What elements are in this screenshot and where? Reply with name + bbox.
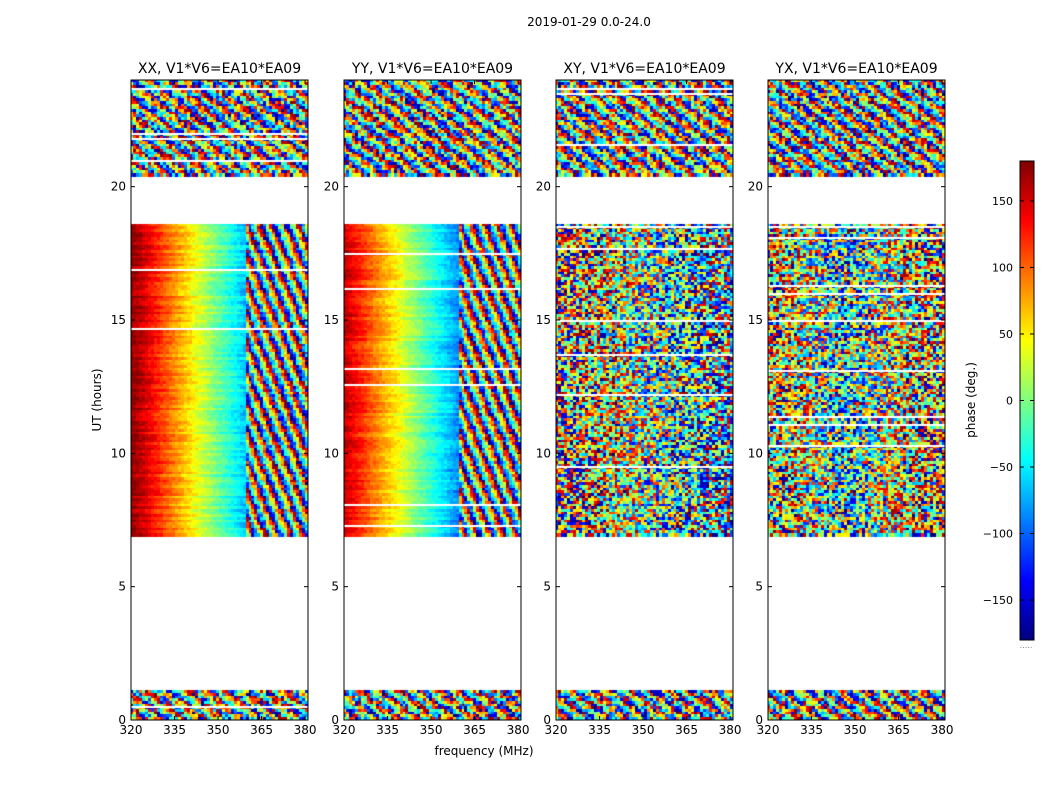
x-tick-label: 320 <box>757 723 780 737</box>
x-tick-label: 365 <box>463 723 486 737</box>
panel-yx-heatmap <box>768 80 945 720</box>
x-tick-label: 335 <box>376 723 399 737</box>
panel-yx-frame <box>767 79 946 721</box>
colorbar-ticks: −150 −100 −50 0 50 100 150 <box>983 195 1034 607</box>
x-tick-label: 320 <box>333 723 356 737</box>
x-tick-label: 365 <box>887 723 910 737</box>
colorbar-tick-label: 50 <box>999 328 1013 341</box>
x-tick-label: 335 <box>588 723 611 737</box>
panel-yx: YX, V1*V6=EA10*EA09 320 335 350 365 380 0 5 10 15… <box>748 61 954 737</box>
colorbar-tick-label: 100 <box>992 261 1013 274</box>
colorbar-tick-label: 150 <box>992 195 1013 208</box>
y-tick-label: 20 <box>324 180 339 194</box>
y-tick-label: 5 <box>755 580 763 594</box>
panel-xx-heatmap <box>131 80 308 720</box>
panel-xx-title: XX, V1*V6=EA10*EA09 <box>138 61 301 77</box>
y-tick-label: 0 <box>543 713 551 727</box>
panel-yy-frame <box>343 79 522 721</box>
colorbar-label: phase (deg.) <box>964 362 978 438</box>
panel-xy-frame <box>555 79 734 721</box>
x-tick-label: 380 <box>507 723 530 737</box>
panel-xy-title: XY, V1*V6=EA10*EA09 <box>563 61 725 77</box>
y-tick-label: 15 <box>748 313 763 327</box>
x-tick-label: 350 <box>632 723 655 737</box>
x-tick-label: 335 <box>163 723 186 737</box>
x-tick-label: 380 <box>294 723 317 737</box>
panel-yy: YY, V1*V6=EA10*EA09 320 335 350 365 380 0 5 10 15… <box>324 61 530 737</box>
y-tick-label: 20 <box>536 180 551 194</box>
y-tick-label: 15 <box>536 313 551 327</box>
x-tick-label: 350 <box>420 723 443 737</box>
colorbar-tick-label: −150 <box>983 594 1013 607</box>
y-tick-label: 15 <box>111 313 126 327</box>
x-axis-label: frequency (MHz) <box>434 744 533 758</box>
y-tick-label: 5 <box>118 580 126 594</box>
x-tick-label: 335 <box>800 723 823 737</box>
x-tick-label: 320 <box>545 723 568 737</box>
y-tick-label: 5 <box>543 580 551 594</box>
y-tick-label: 10 <box>748 446 763 460</box>
y-tick-label: 20 <box>748 180 763 194</box>
y-tick-label: 15 <box>324 313 339 327</box>
colorbar-tick-label: 0 <box>1006 395 1013 408</box>
panel-xx: XX, V1*V6=EA10*EA09 320 335 350 365 380 0 5 10 15… <box>111 61 317 737</box>
panel-xx-frame <box>130 79 309 721</box>
colorbar: −150 −100 −50 0 50 100 150 phase (deg.) ..... <box>964 160 1035 650</box>
colorbar-tick-label: −50 <box>990 461 1013 474</box>
x-tick-label: 320 <box>120 723 143 737</box>
x-tick-label: 380 <box>931 723 954 737</box>
colorbar-footnote: ..... <box>1020 641 1033 650</box>
y-tick-label: 0 <box>755 713 763 727</box>
panel-xy: XY, V1*V6=EA10*EA09 320 335 350 365 380 0 5 10 15… <box>536 61 742 737</box>
y-tick-label: 5 <box>331 580 339 594</box>
y-tick-label: 0 <box>118 713 126 727</box>
y-tick-label: 20 <box>111 180 126 194</box>
panel-yy-heatmap <box>344 80 521 720</box>
y-axis-label: UT (hours) <box>90 368 104 431</box>
panels: XX, V1*V6=EA10*EA09 320 335 350 365 380 0 5 10 15… <box>111 61 954 737</box>
y-tick-label: 10 <box>536 446 551 460</box>
x-tick-label: 380 <box>719 723 742 737</box>
y-tick-label: 0 <box>331 713 339 727</box>
y-tick-label: 10 <box>324 446 339 460</box>
x-tick-label: 365 <box>250 723 273 737</box>
panel-yx-title: YX, V1*V6=EA10*EA09 <box>774 61 937 77</box>
panel-xy-heatmap <box>556 80 733 720</box>
colorbar-tick-label: −100 <box>983 528 1013 541</box>
x-tick-label: 365 <box>675 723 698 737</box>
x-tick-label: 350 <box>844 723 867 737</box>
panel-yy-title: YY, V1*V6=EA10*EA09 <box>351 61 513 77</box>
x-tick-label: 350 <box>207 723 230 737</box>
figure-title: 2019-01-29 0.0-24.0 <box>527 15 651 29</box>
y-tick-label: 10 <box>111 446 126 460</box>
